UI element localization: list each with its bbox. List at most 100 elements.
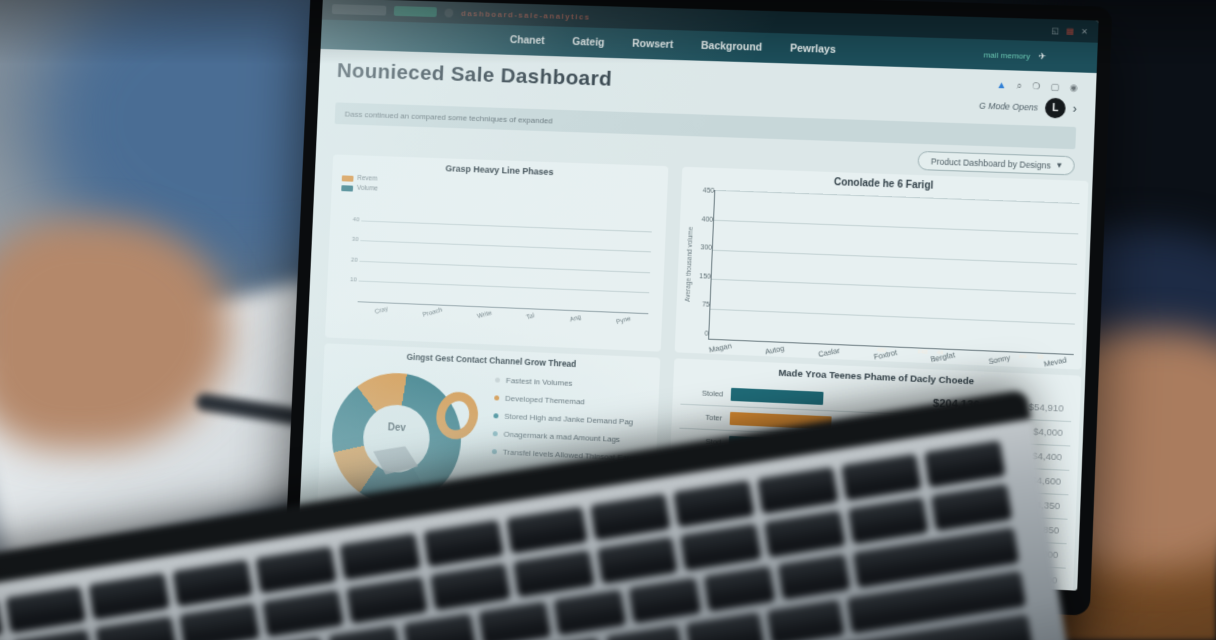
chevron-down-icon: ▾	[1056, 159, 1062, 170]
x-tick-label: Proach	[421, 306, 443, 319]
y-tick-label: 0	[704, 330, 709, 338]
bar-group: am 99	[1015, 351, 1066, 361]
bar-group	[368, 301, 396, 303]
row-value-3: 7M	[1062, 452, 1099, 466]
minimize-icon[interactable]: ◱	[1051, 25, 1060, 36]
keyboard-key	[95, 615, 177, 640]
bar	[576, 310, 589, 311]
keyboard-key	[172, 559, 254, 607]
chart-legend: Revem Volume	[341, 174, 378, 192]
row-value-3: 1.5 Map	[1093, 404, 1099, 418]
bar-group: F48 44	[915, 347, 948, 357]
keyboard-key	[422, 519, 505, 568]
bar: F48	[915, 347, 931, 356]
bar	[610, 311, 624, 313]
settings-icon[interactable]: ◉	[1069, 82, 1078, 93]
bar-value-label: am	[1018, 353, 1027, 361]
bar: 480	[874, 345, 890, 354]
bar-group	[416, 303, 444, 305]
keyboard-key	[346, 576, 428, 624]
keyboard-key	[680, 523, 762, 571]
filter-label: Product Dashboard by Designs	[930, 155, 1052, 171]
category-bar-plot: 480 F48 44 am 99	[708, 189, 1080, 361]
legend-swatch	[341, 184, 354, 192]
bar-group	[464, 305, 492, 307]
browser-tab[interactable]	[331, 4, 387, 16]
nav-item-1[interactable]: Chanet	[509, 34, 546, 47]
bar-value-label: F48	[917, 349, 928, 356]
keyboard-key	[403, 613, 477, 640]
legend-item: Volume	[341, 184, 378, 192]
square-icon[interactable]: ▢	[1050, 81, 1060, 93]
x-tick-label: Ang	[568, 313, 582, 324]
bar	[717, 339, 733, 340]
search-icon[interactable]: ⌕	[1016, 80, 1023, 91]
keyboard-key	[673, 479, 755, 528]
x-tick-label: Magan	[708, 341, 733, 355]
bar	[775, 341, 791, 343]
y-tick-label: 300	[700, 244, 713, 252]
keyboard-key	[840, 453, 922, 501]
bar	[561, 309, 575, 311]
filter-dropdown[interactable]: Product Dashboard by Designs ▾	[917, 150, 1076, 176]
row-bar	[730, 387, 824, 405]
send-icon[interactable]: ✈	[1038, 50, 1047, 61]
close-icon[interactable]: ✕	[1080, 26, 1089, 36]
bar	[527, 308, 541, 309]
chevron-right-icon[interactable]: ›	[1072, 101, 1078, 116]
bar	[991, 350, 1007, 352]
bullet-item: Developed Thememad	[494, 393, 647, 410]
keyboard-key	[88, 572, 170, 621]
bullet-dot	[494, 377, 501, 383]
url-text[interactable]: dashboard-sale-analytics	[460, 8, 591, 22]
bar	[815, 343, 832, 344]
triangle-icon[interactable]: ▲	[996, 79, 1007, 92]
keyboard-key	[478, 601, 551, 640]
bar	[368, 301, 381, 303]
bullet-item: Fastest in Volumes	[494, 375, 648, 392]
bar	[624, 312, 638, 313]
bar	[833, 343, 849, 345]
bar-groups: 480 F48 44 am 99	[709, 190, 1079, 361]
subtitle-text: Dass continued an compared some techniqu…	[344, 109, 553, 125]
keyboard-key	[766, 599, 845, 640]
x-tick-label: Write	[476, 309, 493, 321]
bar	[734, 339, 750, 341]
bar-group	[610, 311, 638, 313]
bar: 44	[932, 348, 948, 357]
bar-group	[758, 340, 791, 343]
nav-item-2[interactable]: Gateig	[572, 35, 605, 49]
browser-tab-active[interactable]	[393, 5, 437, 18]
y-tick-label: 40	[352, 216, 360, 223]
bar	[973, 349, 990, 351]
browser-profile-icon[interactable]	[444, 7, 454, 18]
x-tick-label: Caslar	[817, 345, 841, 359]
y-tick-label: 20	[350, 257, 358, 264]
legend-item: Revem	[341, 174, 379, 183]
x-tick-label: Cray	[373, 305, 389, 316]
circle-icon[interactable]: ❍	[1031, 81, 1041, 92]
extension-icon[interactable]: ▦	[1066, 26, 1075, 36]
keyboard-key	[513, 549, 595, 598]
bar	[464, 305, 478, 307]
bar	[512, 307, 526, 309]
bar	[798, 342, 814, 344]
bar	[758, 340, 774, 342]
x-tick-label: Tal	[525, 312, 536, 322]
bullet-list: Fastest in Volumes Developed Thememad Stor…	[491, 372, 649, 465]
keyboard-key	[553, 589, 626, 636]
keyboard-key	[4, 585, 87, 634]
bar-group	[561, 309, 589, 311]
nav-item-4[interactable]: Background	[700, 39, 763, 54]
y-tick-label: 10	[349, 277, 357, 284]
panel-grouped-bar-chart: Grasp Heavy Line Phases Revem Volume 40 30…	[324, 154, 669, 352]
avatar[interactable]: L	[1044, 97, 1066, 119]
row-value-3: 1.3%	[1060, 501, 1099, 515]
keyboard-key	[628, 577, 701, 624]
nav-item-5[interactable]: Pewrlays	[789, 42, 837, 56]
nav-item-3[interactable]: Rowsert	[631, 37, 674, 51]
keyboard-key	[605, 624, 684, 640]
bar-groups	[358, 200, 653, 313]
page-title: Nounieced Sale Dashboard	[336, 59, 613, 91]
